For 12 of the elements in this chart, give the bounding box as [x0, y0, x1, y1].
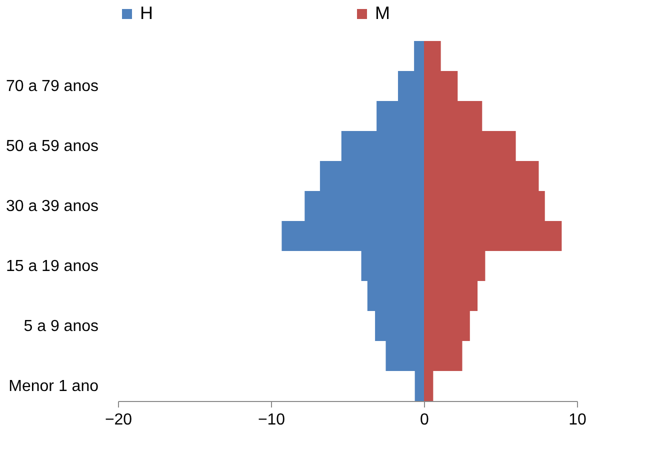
legend-label: H — [140, 3, 153, 23]
y-tick-label: 5 a 9 anos — [24, 318, 98, 335]
legend-label: M — [375, 3, 390, 23]
y-tick-label: 50 a 59 anos — [6, 138, 98, 155]
y-tick-label: 30 a 39 anos — [6, 198, 98, 215]
x-tick-label: −10 — [258, 412, 286, 428]
y-tick-label: 15 a 19 anos — [6, 258, 98, 275]
y-tick-label: 70 a 79 anos — [6, 78, 98, 95]
x-tick-label: 0 — [420, 412, 430, 428]
x-tick-label: −20 — [104, 412, 132, 428]
y-tick-label: Menor 1 ano — [8, 378, 99, 395]
x-tick-label: 10 — [568, 412, 586, 428]
